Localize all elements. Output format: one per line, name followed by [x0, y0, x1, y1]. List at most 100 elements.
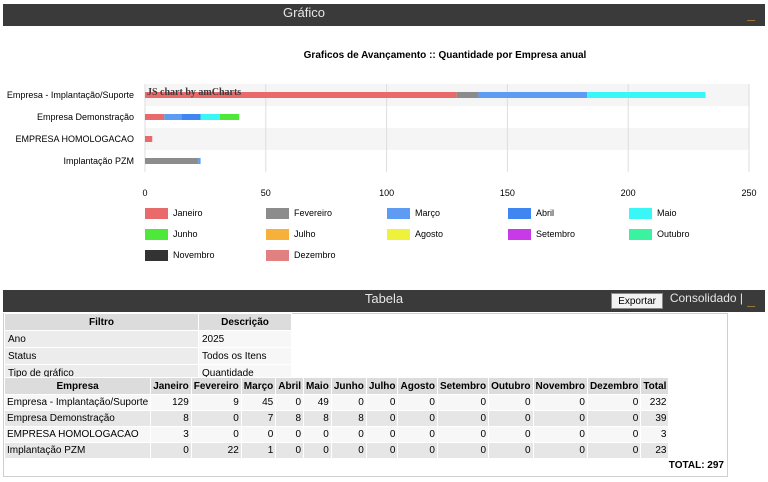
value-cell: 0 [303, 426, 332, 443]
legend-item[interactable]: Abril [508, 207, 554, 219]
legend-item[interactable]: Outubro [629, 228, 690, 240]
bar-segment[interactable] [145, 114, 165, 120]
value-cell: 23 [640, 442, 670, 459]
legend-label: Setembro [536, 229, 576, 239]
bar-segment[interactable] [456, 92, 479, 98]
bar-segment[interactable] [219, 114, 240, 120]
legend-label: Janeiro [173, 208, 203, 218]
value-cell: 0 [330, 426, 367, 443]
value-cell: 0 [303, 442, 332, 459]
row-band [145, 128, 749, 150]
chart-title: Graficos de Avançamento :: Quantidade po… [303, 50, 587, 61]
bar-segment[interactable] [478, 92, 588, 98]
value-cell: 0 [586, 426, 642, 443]
table-row: EMPRESA HOMOLOGACAO 3 0 0 0 0 0 0 0 0 0 0 0 3 [3, 426, 670, 443]
value-cell: 0 [150, 442, 192, 459]
bar-segment[interactable] [200, 114, 220, 120]
value-cell: 49 [303, 394, 332, 411]
grafico-header-bar: Gráfico _ [3, 4, 765, 26]
value-cell: 0 [488, 394, 534, 411]
legend-label: Novembro [173, 250, 215, 260]
value-cell: 0 [190, 410, 242, 427]
x-tick-label: 0 [142, 188, 148, 198]
value-cell: 0 [365, 410, 399, 427]
legend-swatch [629, 207, 652, 219]
legend-item[interactable]: Março [387, 207, 440, 219]
legend-item[interactable]: Dezembro [266, 249, 336, 261]
legend-label: Outubro [657, 229, 690, 239]
value-cell: 22 [190, 442, 242, 459]
legend-item[interactable]: Fevereiro [266, 207, 332, 219]
legend-item[interactable]: Agosto [387, 228, 443, 240]
data-table: Empresa Janeiro Fevereiro Março Abril Maio Jun… [3, 377, 670, 459]
value-cell: 0 [532, 442, 588, 459]
value-cell: 0 [365, 394, 399, 411]
value-cell: 0 [488, 410, 534, 427]
column-header: Empresa [3, 377, 152, 395]
legend-item[interactable]: Novembro [145, 249, 215, 261]
export-button[interactable]: Exportar [611, 293, 663, 309]
value-cell: 0 [397, 410, 438, 427]
legend-label: Fevereiro [294, 208, 333, 218]
filter-key-ano: Ano [4, 330, 199, 348]
filter-value-status: Todos os Itens [198, 347, 292, 365]
consolidado-link[interactable]: Consolidado | [669, 291, 743, 305]
value-cell: 0 [275, 394, 305, 411]
value-cell: 0 [436, 442, 490, 459]
value-cell: 0 [532, 410, 588, 427]
legend-swatch [508, 228, 531, 240]
value-cell: 45 [240, 394, 277, 411]
legend-swatch [145, 207, 168, 219]
value-cell: 8 [150, 410, 192, 427]
tabela-title: Tabela [364, 291, 404, 306]
legend-item[interactable]: Setembro [508, 228, 575, 240]
column-header: Julho [365, 377, 399, 395]
filter-value-ano: 2025 [198, 330, 292, 348]
bar-segment[interactable] [145, 158, 199, 164]
column-header: Agosto [397, 377, 438, 395]
bar-chart [144, 84, 750, 172]
table-row: Implantação PZM 0 22 1 0 0 0 0 0 0 0 0 0 23 [3, 442, 670, 459]
x-tick-label: 250 [741, 188, 757, 198]
filter-key-status: Status [4, 347, 199, 365]
grafico-minimize-button[interactable]: _ [747, 6, 755, 22]
legend-swatch [508, 207, 531, 219]
value-cell: 7 [240, 410, 277, 427]
value-cell: 8 [303, 410, 332, 427]
tabela-header-bar: Tabela Exportar Consolidado | _ [3, 290, 765, 312]
value-cell: 0 [397, 426, 438, 443]
tabela-minimize-button[interactable]: _ [747, 292, 755, 308]
value-cell: 0 [365, 426, 399, 443]
legend-item[interactable]: Junho [145, 228, 198, 240]
value-cell: 0 [586, 410, 642, 427]
value-cell: 0 [532, 426, 588, 443]
x-tick-label: 200 [620, 188, 636, 198]
grand-total: TOTAL: 297 [668, 460, 724, 471]
value-cell: 0 [586, 442, 642, 459]
legend-label: Agosto [415, 229, 444, 239]
column-header: Fevereiro [190, 377, 242, 395]
bar-segment[interactable] [198, 158, 201, 164]
table-row: Empresa Demonstração 8 0 7 8 8 8 0 0 0 0 0 0 39 [3, 410, 670, 427]
chart-credit[interactable]: JS chart by amCharts [147, 87, 242, 98]
x-tick-label: 150 [499, 188, 515, 198]
bar-segment[interactable] [181, 114, 201, 120]
category-label: Empresa Demonstração [36, 112, 134, 122]
value-cell: 0 [330, 442, 367, 459]
legend-item[interactable]: Janeiro [145, 207, 203, 219]
value-cell: 0 [240, 426, 277, 443]
legend-item[interactable]: Julho [266, 228, 316, 240]
column-header: Janeiro [150, 377, 192, 395]
bar-segment[interactable] [145, 136, 153, 142]
category-label: Implantação PZM [63, 156, 134, 166]
legend-swatch [145, 228, 168, 240]
legend-item[interactable]: Maio [629, 207, 677, 219]
value-cell: 39 [640, 410, 670, 427]
value-cell: 3 [640, 426, 670, 443]
bar-segment[interactable] [164, 114, 182, 120]
category-label: EMPRESA HOMOLOGACAO [15, 134, 134, 144]
bar-segment[interactable] [587, 92, 706, 98]
column-header: Dezembro [586, 377, 642, 395]
legend-label: Maio [657, 208, 677, 218]
bar-segment[interactable] [145, 92, 457, 98]
